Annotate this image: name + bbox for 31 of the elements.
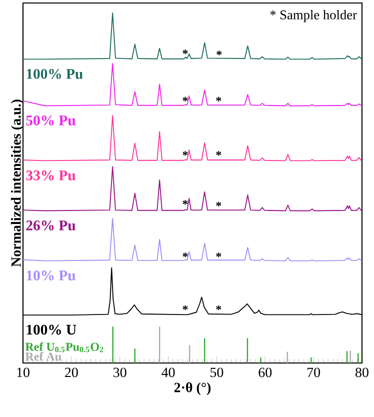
series-label: Ref U$_{0.5}$Pu$_{0.5}$O$_{2}$ xyxy=(25,342,104,352)
annotation: * xyxy=(182,252,188,258)
series-label: 10% Pu xyxy=(26,270,76,280)
x-tick-label: 40 xyxy=(162,368,175,378)
y-axis-title: Normalized intensities (a.u.) xyxy=(10,100,24,267)
x-axis-title: 2·θ (°) xyxy=(174,382,211,396)
annotation: * xyxy=(182,305,188,310)
series-label: 26% Pu xyxy=(26,220,76,230)
x-tick-label: 20 xyxy=(65,368,78,378)
series-label: 33% Pu xyxy=(26,170,76,180)
text: Ref Au xyxy=(25,352,62,361)
series-label: 100% Pu xyxy=(26,68,83,79)
annotation: * xyxy=(182,96,188,102)
x-tick-label: 70 xyxy=(307,368,320,378)
series-label: 100% U xyxy=(26,324,76,335)
x-tick-label: 50 xyxy=(210,368,224,378)
annotation: * xyxy=(216,252,222,258)
annotation: * Sample holder xyxy=(270,10,357,22)
x-tick-label: 80 xyxy=(356,368,368,378)
annotation: * xyxy=(182,200,188,205)
x-tick-label: 30 xyxy=(114,368,126,378)
annotation: * xyxy=(216,50,222,56)
annotation: * xyxy=(216,202,222,206)
x-tick-label: 60 xyxy=(258,368,272,378)
annotation: * xyxy=(216,96,222,102)
x-tick-label: 10 xyxy=(17,368,30,378)
annotation: * xyxy=(182,151,188,156)
annotation: * xyxy=(216,305,222,310)
series-label: 50% Pu xyxy=(26,115,76,126)
annotation: * xyxy=(216,151,222,156)
annotation: * xyxy=(182,50,188,54)
